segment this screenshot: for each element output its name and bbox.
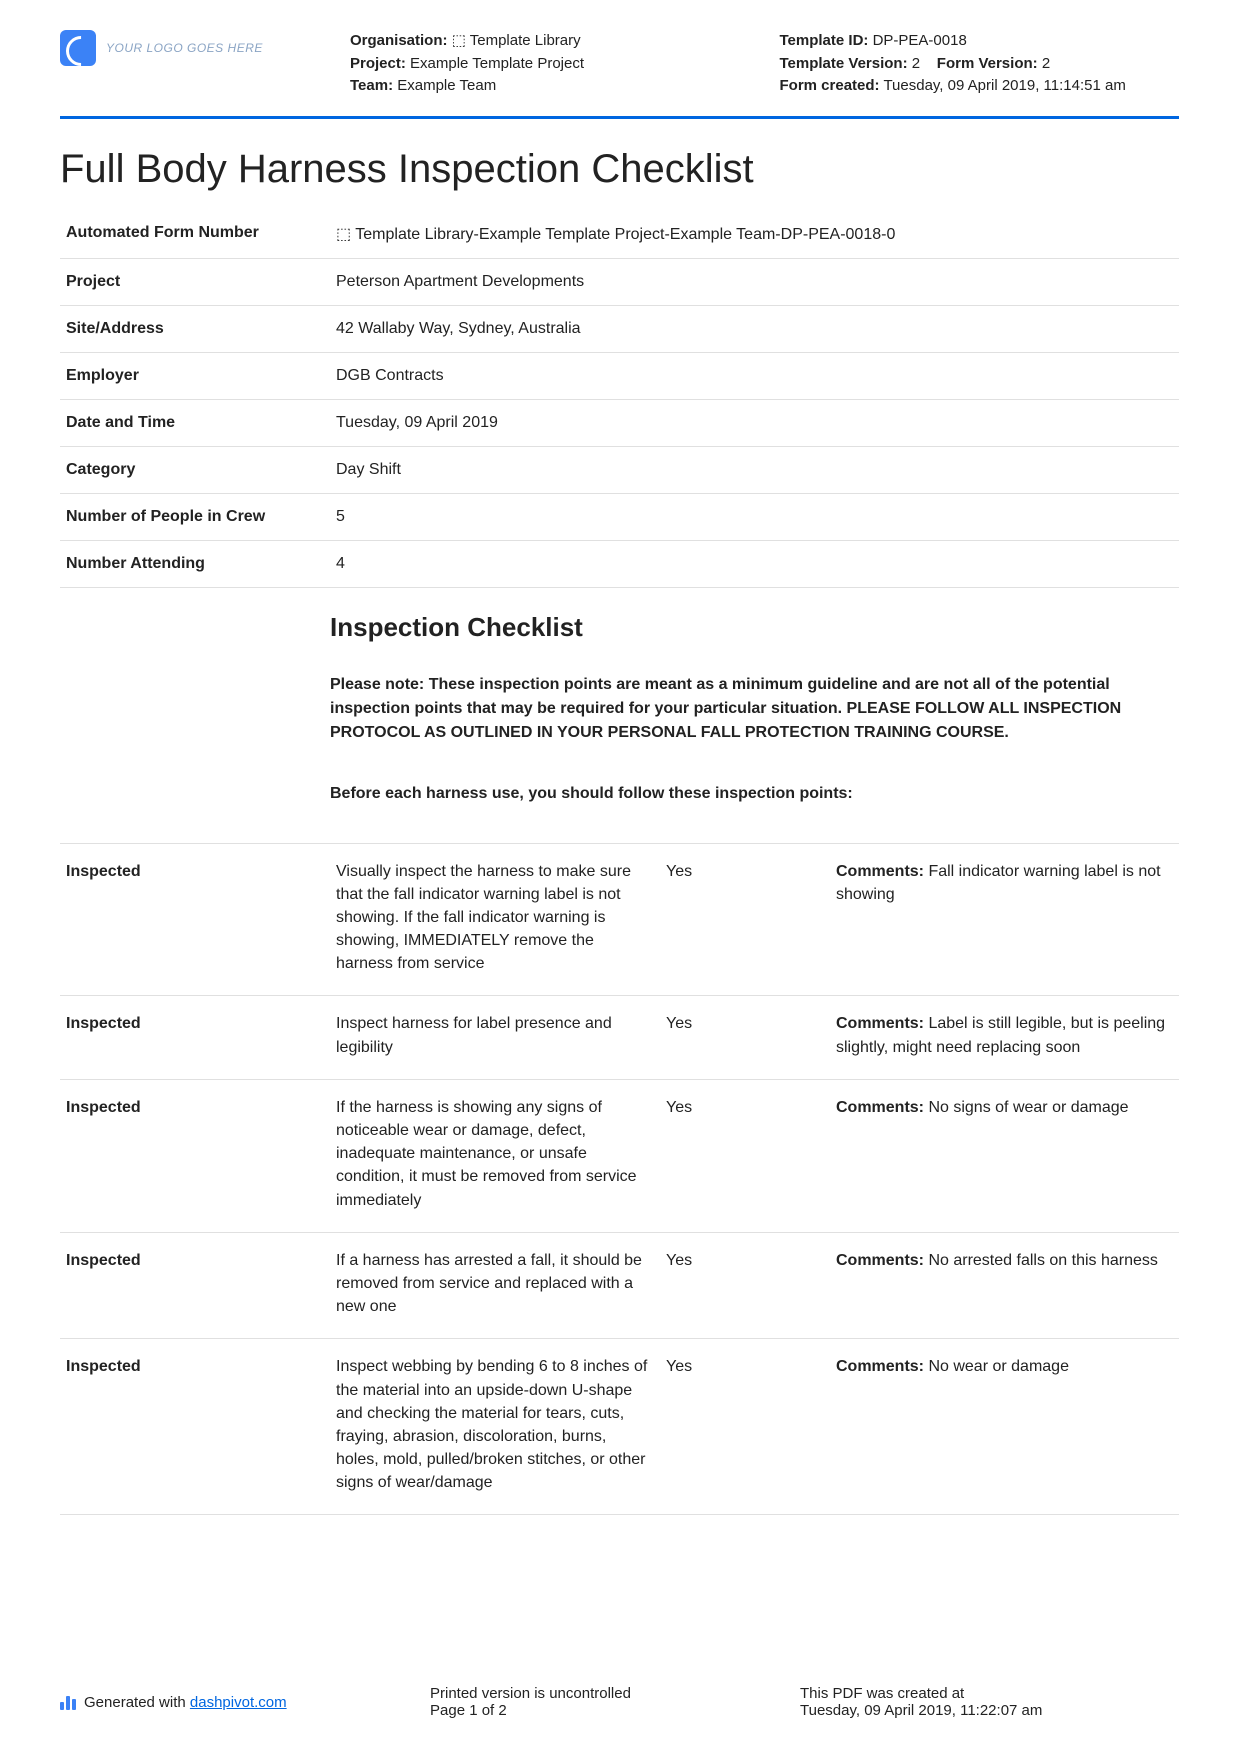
- inspection-answer: Yes: [660, 843, 830, 996]
- form-field-row: Number of People in Crew5: [60, 493, 1179, 540]
- generated-prefix: Generated with: [84, 1694, 190, 1711]
- inspection-note: Please note: These inspection points are…: [330, 673, 1159, 745]
- logo-placeholder-text: YOUR LOGO GOES HERE: [106, 41, 263, 55]
- checklist-row: InspectedVisually inspect the harness to…: [60, 843, 1179, 996]
- logo-block: YOUR LOGO GOES HERE: [60, 30, 320, 66]
- form-version-value: 2: [1042, 55, 1050, 72]
- field-label: Automated Form Number: [60, 210, 330, 259]
- org-label: Organisation:: [350, 32, 448, 49]
- form-details-table: Automated Form Number⬚ Template Library-…: [60, 210, 1179, 588]
- form-created-label: Form created:: [780, 77, 880, 94]
- inspected-label: Inspected: [60, 1232, 330, 1339]
- form-field-row: Site/Address42 Wallaby Way, Sydney, Aust…: [60, 305, 1179, 352]
- document-header: YOUR LOGO GOES HERE Organisation: ⬚ Temp…: [60, 30, 1179, 119]
- form-field-row: CategoryDay Shift: [60, 446, 1179, 493]
- checklist-row: InspectedInspect harness for label prese…: [60, 996, 1179, 1079]
- section-heading: Inspection Checklist: [330, 612, 1159, 643]
- field-value: 4: [330, 540, 1179, 587]
- comments-text: No signs of wear or damage: [928, 1099, 1128, 1116]
- page-info: Page 1 of 2: [430, 1702, 760, 1719]
- form-field-row: EmployerDGB Contracts: [60, 352, 1179, 399]
- inspection-comment: Comments: No signs of wear or damage: [830, 1079, 1179, 1232]
- inspection-description: If a harness has arrested a fall, it sho…: [330, 1232, 660, 1339]
- comments-label: Comments:: [836, 1252, 928, 1269]
- inspected-label: Inspected: [60, 1079, 330, 1232]
- header-middle: Organisation: ⬚ Template Library Project…: [350, 30, 750, 98]
- project-label: Project:: [350, 55, 406, 72]
- comments-label: Comments:: [836, 863, 928, 880]
- field-label: Number of People in Crew: [60, 493, 330, 540]
- inspected-label: Inspected: [60, 843, 330, 996]
- form-field-row: Automated Form Number⬚ Template Library-…: [60, 210, 1179, 259]
- document-footer: Generated with dashpivot.com Printed ver…: [60, 1685, 1179, 1719]
- logo-icon: [60, 30, 96, 66]
- form-field-row: Date and TimeTuesday, 09 April 2019: [60, 399, 1179, 446]
- field-label: Category: [60, 446, 330, 493]
- field-value: ⬚ Template Library-Example Template Proj…: [330, 210, 1179, 259]
- form-field-row: ProjectPeterson Apartment Developments: [60, 258, 1179, 305]
- inspection-description: If the harness is showing any signs of n…: [330, 1079, 660, 1232]
- inspection-answer: Yes: [660, 1339, 830, 1515]
- comments-label: Comments:: [836, 1099, 928, 1116]
- template-version-value: 2: [912, 55, 920, 72]
- form-version-label: Form Version:: [937, 55, 1038, 72]
- template-id-value: DP-PEA-0018: [873, 32, 967, 49]
- inspection-description: Inspect webbing by bending 6 to 8 inches…: [330, 1339, 660, 1515]
- pdf-created-value: Tuesday, 09 April 2019, 11:22:07 am: [800, 1702, 1179, 1719]
- field-value: 42 Wallaby Way, Sydney, Australia: [330, 305, 1179, 352]
- team-value: Example Team: [397, 77, 496, 94]
- before-use-note: Before each harness use, you should foll…: [330, 785, 1159, 803]
- inspection-answer: Yes: [660, 996, 830, 1079]
- inspected-label: Inspected: [60, 1339, 330, 1515]
- inspection-description: Visually inspect the harness to make sur…: [330, 843, 660, 996]
- inspection-comment: Comments: Fall indicator warning label i…: [830, 843, 1179, 996]
- field-value: Day Shift: [330, 446, 1179, 493]
- inspection-description: Inspect harness for label presence and l…: [330, 996, 660, 1079]
- field-value: Peterson Apartment Developments: [330, 258, 1179, 305]
- project-value: Example Template Project: [410, 55, 584, 72]
- form-created-value: Tuesday, 09 April 2019, 11:14:51 am: [883, 77, 1125, 94]
- field-value: Tuesday, 09 April 2019: [330, 399, 1179, 446]
- team-label: Team:: [350, 77, 393, 94]
- dashpivot-link[interactable]: dashpivot.com: [190, 1694, 287, 1711]
- comments-label: Comments:: [836, 1015, 928, 1032]
- inspection-answer: Yes: [660, 1079, 830, 1232]
- checklist-row: InspectedIf a harness has arrested a fal…: [60, 1232, 1179, 1339]
- form-field-row: Number Attending4: [60, 540, 1179, 587]
- field-label: Number Attending: [60, 540, 330, 587]
- inspection-comment: Comments: No wear or damage: [830, 1339, 1179, 1515]
- org-value: ⬚ Template Library: [452, 32, 581, 49]
- inspected-label: Inspected: [60, 996, 330, 1079]
- field-label: Date and Time: [60, 399, 330, 446]
- field-label: Project: [60, 258, 330, 305]
- page-title: Full Body Harness Inspection Checklist: [60, 147, 1179, 192]
- field-value: 5: [330, 493, 1179, 540]
- comments-text: No arrested falls on this harness: [928, 1252, 1157, 1269]
- checklist-row: InspectedInspect webbing by bending 6 to…: [60, 1339, 1179, 1515]
- pdf-created-label: This PDF was created at: [800, 1685, 1179, 1702]
- checklist-row: InspectedIf the harness is showing any s…: [60, 1079, 1179, 1232]
- inspection-answer: Yes: [660, 1232, 830, 1339]
- field-label: Site/Address: [60, 305, 330, 352]
- bars-icon: [60, 1694, 76, 1710]
- field-value: DGB Contracts: [330, 352, 1179, 399]
- field-label: Employer: [60, 352, 330, 399]
- uncontrolled-text: Printed version is uncontrolled: [430, 1685, 760, 1702]
- inspection-checklist-table: InspectedVisually inspect the harness to…: [60, 843, 1179, 1516]
- comments-text: No wear or damage: [928, 1358, 1069, 1375]
- template-id-label: Template ID:: [780, 32, 869, 49]
- inspection-comment: Comments: Label is still legible, but is…: [830, 996, 1179, 1079]
- comments-label: Comments:: [836, 1358, 928, 1375]
- header-right: Template ID: DP-PEA-0018 Template Versio…: [780, 30, 1180, 98]
- template-version-label: Template Version:: [780, 55, 908, 72]
- inspection-comment: Comments: No arrested falls on this harn…: [830, 1232, 1179, 1339]
